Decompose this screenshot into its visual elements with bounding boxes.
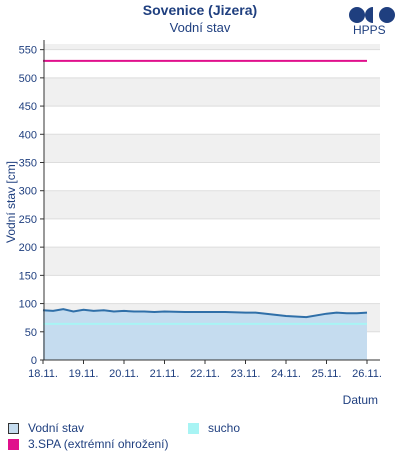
hpps-logo-icon <box>349 7 395 23</box>
grid-band <box>44 44 380 50</box>
y-tick-label: 500 <box>19 73 37 85</box>
grid-band <box>44 134 380 163</box>
grid-band <box>44 190 380 219</box>
x-tick-label: 21.11. <box>150 368 180 380</box>
y-tick-label: 0 <box>31 355 37 367</box>
x-axis-title: Datum <box>343 393 378 407</box>
y-axis-title: Vodní stav [cm] <box>4 161 18 243</box>
legend-label-drought: sucho <box>208 421 241 435</box>
y-tick-label: 400 <box>19 129 37 141</box>
water-level-area <box>43 309 367 360</box>
x-tick-label: 18.11. <box>28 368 58 380</box>
grid-band <box>44 247 380 276</box>
x-tick-label: 25.11. <box>312 368 342 380</box>
x-tick-label: 19.11. <box>69 368 99 380</box>
legend-swatch-water-level <box>8 422 19 434</box>
water-level-line <box>42 308 368 319</box>
y-tick-label: 100 <box>19 299 37 311</box>
y-tick-label: 50 <box>25 327 37 339</box>
x-tick-label: 22.11. <box>190 368 220 380</box>
x-tick-label: 24.11. <box>271 368 301 380</box>
logo-text: HPPS <box>353 23 386 37</box>
chart-subtitle: Vodní stav <box>169 20 231 35</box>
legend-item-spa3: 3.SPA (extrémní ohrožení) <box>8 437 169 451</box>
y-tick-label: 200 <box>19 242 37 254</box>
legend-label-water-level: Vodní stav <box>28 421 85 435</box>
legend-item-drought: sucho <box>188 421 240 435</box>
x-tick-label: 20.11. <box>109 368 139 380</box>
legend-label-spa3: 3.SPA (extrémní ohrožení) <box>28 437 169 451</box>
legend-swatch-drought <box>188 422 199 434</box>
x-tick-label: 26.11. <box>352 368 382 380</box>
grid-band <box>44 77 380 107</box>
legend-item-water-level: Vodní stav <box>8 421 84 435</box>
x-tick-label: 23.11. <box>231 368 261 380</box>
legend-swatch-spa3 <box>8 438 19 450</box>
y-tick-label: 550 <box>19 45 37 57</box>
y-tick-label: 150 <box>19 270 37 282</box>
y-tick-label: 350 <box>19 158 37 170</box>
chart-title: Sovenice (Jizera) <box>142 2 258 18</box>
y-tick-label: 250 <box>19 214 37 226</box>
y-tick-label: 300 <box>19 186 37 198</box>
y-tick-label: 450 <box>19 101 37 113</box>
